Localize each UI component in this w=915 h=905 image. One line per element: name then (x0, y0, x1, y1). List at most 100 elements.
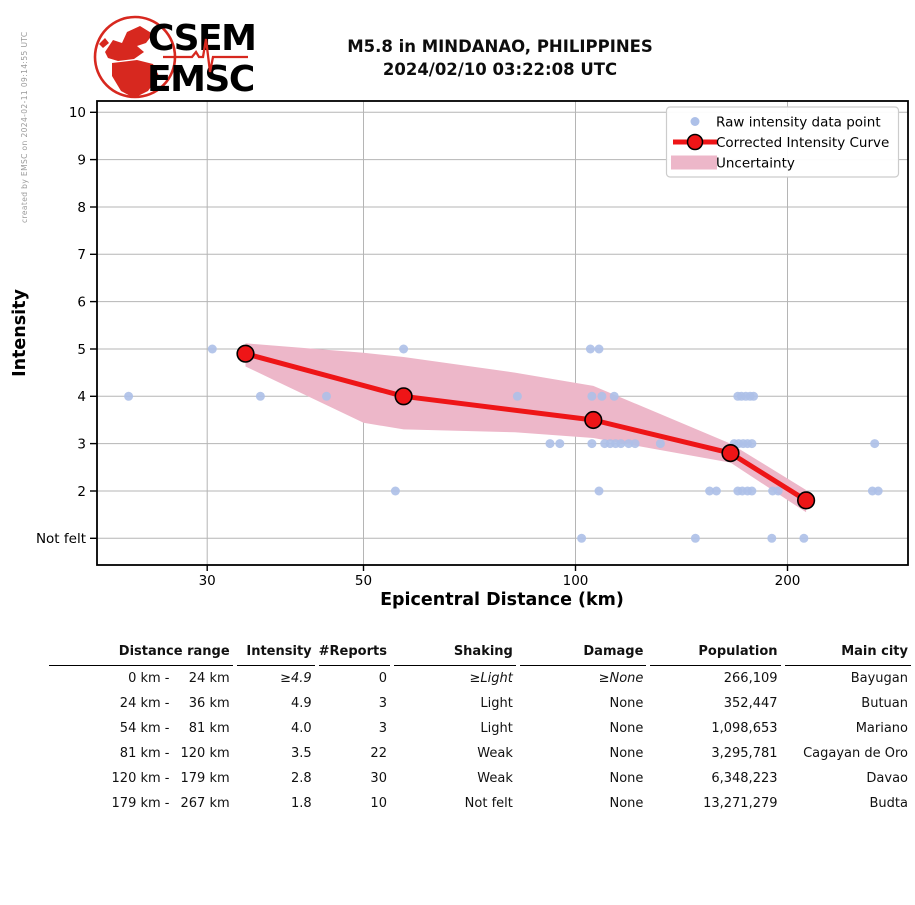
title-datetime: 2024/02/10 03:22:08 UTC (382, 60, 618, 79)
y-tick-label: 10 (69, 105, 86, 121)
cell-reports: 22 (370, 746, 387, 761)
col-header-main-city: Main city (784, 639, 911, 666)
corrected-curve-marker (721, 444, 740, 463)
col-header-intensity: Intensity (236, 639, 315, 666)
legend-raw-point-icon (690, 117, 700, 126)
legend-box (665, 106, 900, 178)
raw-intensity-point (773, 486, 783, 496)
y-tick-label: 4 (77, 389, 86, 405)
cell-intensity: 2.8 (290, 771, 312, 786)
raw-intensity-point (597, 391, 607, 401)
cell-reports: 10 (370, 796, 387, 811)
cell-damage: ≥None (598, 671, 644, 686)
cell-damage: None (609, 721, 644, 736)
cell-shaking: Weak (477, 771, 513, 786)
cell-population: 13,271,279 (703, 796, 778, 811)
table-row: 81 km - 120 km 3.5 22 Weak None 3,295,781 Caga… (49, 741, 911, 766)
raw-intensity-point (587, 439, 597, 449)
raw-intensity-point (594, 344, 604, 354)
cell-population: 6,348,223 (711, 771, 778, 786)
cell-main-city: Cagayan de Oro (803, 746, 908, 761)
legend-raw-point-label: Raw intensity data point (716, 115, 881, 131)
x-tick-label: 50 (355, 573, 372, 589)
emsc-logo: CSEM EMSC (93, 15, 257, 100)
table-row: 0 km - 24 km ≥4.9 0 ≥Light ≥None 266,109 Bayug… (49, 666, 911, 691)
corrected-curve-marker (796, 491, 816, 510)
x-tick-label: 30 (199, 573, 216, 589)
cell-main-city: Budta (869, 796, 908, 811)
corrected-curve-marker (236, 344, 255, 363)
cell-main-city: Butuan (861, 696, 908, 711)
cell-reports: 3 (378, 721, 387, 736)
x-tick-label: 200 (775, 573, 801, 589)
raw-intensity-point (624, 439, 634, 449)
logo-csem-text: CSEM (148, 18, 255, 59)
cell-distance-range: 120 km - 179 km (111, 771, 230, 786)
title-magnitude-location: M5.8 in MINDANAO, PHILIPPINES (347, 37, 653, 56)
raw-intensity-point (577, 533, 587, 543)
raw-intensity-point (555, 439, 565, 449)
col-header-shaking: Shaking (393, 639, 516, 666)
uncertainty-band (245, 343, 807, 513)
table-row: 24 km - 36 km 4.9 3 Light None 352,447 Butuan (49, 691, 911, 716)
cell-damage: None (609, 796, 644, 811)
cell-reports: 30 (370, 771, 387, 786)
cell-damage: None (609, 746, 644, 761)
col-header-reports: #Reports (318, 639, 390, 666)
cell-reports: 3 (378, 696, 387, 711)
cell-intensity: 3.5 (290, 746, 312, 761)
plot-border (96, 100, 909, 566)
y-tick-label: 5 (77, 342, 86, 358)
y-tick-label: 6 (77, 294, 86, 310)
intensity-table: Distance range Intensity #Reports Shaking Da… (45, 639, 915, 816)
table-row: 120 km - 179 km 2.8 30 Weak None 6,348,223 Dav… (49, 766, 911, 791)
cell-main-city: Bayugan (850, 671, 908, 686)
raw-intensity-point (873, 486, 883, 496)
raw-intensity-point (255, 391, 265, 401)
col-header-population: Population (650, 639, 781, 666)
legend-curve-marker-icon (686, 133, 704, 151)
raw-intensity-point (749, 391, 759, 401)
raw-intensity-point (870, 439, 880, 449)
y-tick-label: 7 (77, 247, 86, 263)
raw-intensity-point (799, 533, 809, 543)
raw-intensity-point (690, 533, 700, 543)
y-axis-label: Intensity (10, 288, 30, 376)
corrected-curve-marker (584, 410, 603, 430)
raw-intensity-point (630, 439, 640, 449)
raw-intensity-point (399, 344, 409, 354)
logo-emsc-text: EMSC (147, 59, 254, 100)
cell-shaking: Light (480, 696, 513, 711)
raw-intensity-point (585, 344, 595, 354)
cell-main-city: Mariano (855, 721, 908, 736)
legend-uncertainty-icon (671, 155, 717, 170)
cell-population: 266,109 (723, 671, 778, 686)
x-axis-label: Epicentral Distance (km) (380, 590, 624, 610)
cell-distance-range: 81 km - 120 km (119, 746, 230, 761)
raw-intensity-point (322, 391, 331, 401)
cell-distance-range: 179 km - 267 km (111, 796, 230, 811)
cell-reports: 0 (378, 671, 387, 686)
cell-population: 3,295,781 (711, 746, 778, 761)
table-row: 54 km - 81 km 4.0 3 Light None 1,098,653 Maria… (49, 716, 911, 741)
cell-shaking: Weak (477, 746, 513, 761)
y-tick-label: 9 (77, 152, 86, 168)
raw-intensity-point (747, 486, 757, 496)
raw-intensity-point (124, 391, 134, 401)
cell-shaking: ≥Light (469, 671, 513, 686)
x-tick-label: 100 (563, 573, 589, 589)
cell-intensity: 1.8 (290, 796, 312, 811)
corrected-curve-marker (394, 387, 413, 406)
raw-intensity-point (655, 439, 665, 449)
cell-intensity: 4.0 (290, 721, 312, 736)
cell-damage: None (609, 696, 644, 711)
cell-shaking: Light (480, 721, 513, 736)
raw-intensity-point (512, 391, 522, 401)
cell-intensity: 4.9 (290, 696, 312, 711)
cell-distance-range: 24 km - 36 km (119, 696, 230, 711)
raw-intensity-point (711, 486, 721, 496)
raw-intensity-point (545, 439, 555, 449)
y-tick-label: 2 (77, 484, 86, 500)
intensity-chart: Not felt 2 3 4 5 6 7 8 9 10 30 50 100 200 Epicentral D… (10, 100, 909, 610)
